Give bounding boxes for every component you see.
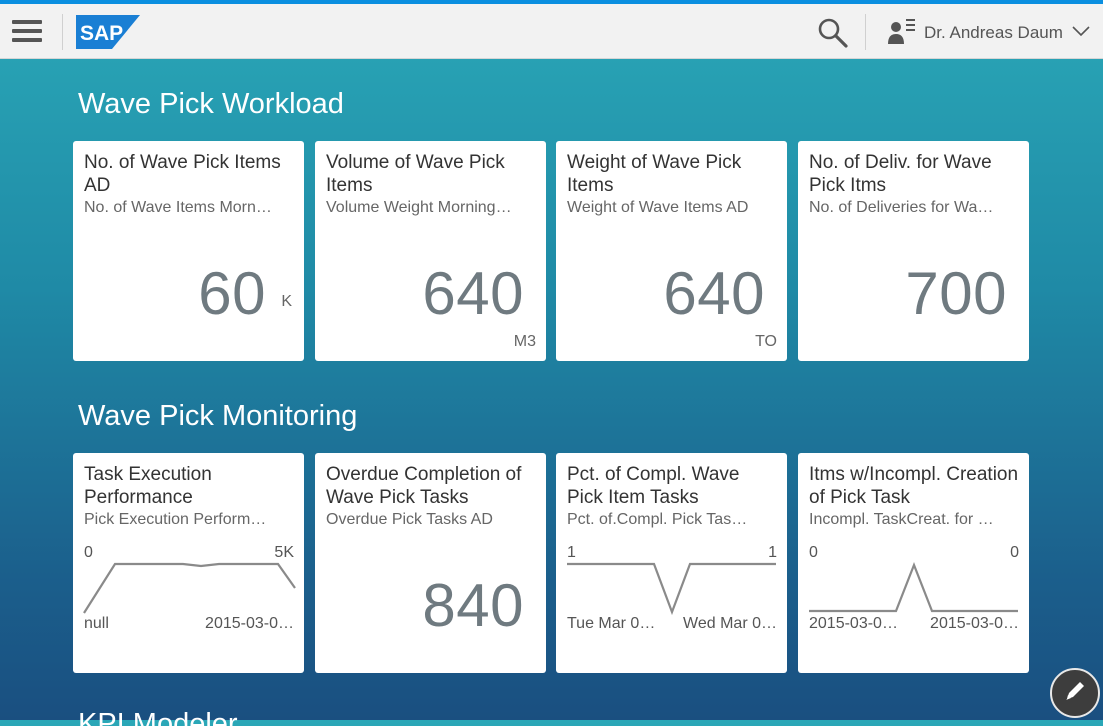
microchart-line	[567, 562, 776, 616]
tile-title: Pct. of Compl. Wave Pick Item Tasks	[567, 464, 740, 508]
shell-separator	[865, 14, 866, 50]
tile-title: No. of Deliv. for Wave Pick Itms	[809, 152, 992, 196]
chart-label-top-left: 1	[567, 544, 576, 561]
tile-title: Volume of Wave Pick Items	[326, 152, 505, 196]
tile-kpi-value: 640	[422, 260, 524, 327]
sap-logo[interactable]: SAP	[76, 15, 140, 54]
tile-kpi-value: 60	[198, 260, 266, 327]
chart-label-bottom-left: null	[84, 615, 109, 632]
microchart-line	[83, 562, 296, 614]
section-title-kpi-modeler: KPI Modeler	[78, 708, 238, 726]
tile-volume-wave-pick[interactable]: Volume of Wave Pick Items Volume Weight …	[315, 141, 546, 361]
chart-label-bottom-right: 2015-03-0…	[930, 615, 1019, 632]
tile-title: Weight of Wave Pick Items	[567, 152, 742, 196]
tile-overdue-completion[interactable]: Overdue Completion of Wave Pick Tasks Ov…	[315, 453, 546, 673]
tile-subtitle: Weight of Wave Items AD	[567, 199, 749, 216]
chart-label-bottom-right: Wed Mar 0…	[683, 615, 777, 632]
tile-title: No. of Wave Pick Items AD	[84, 152, 281, 196]
user-icon	[886, 16, 916, 51]
chart-label-top-right: 0	[1010, 544, 1019, 561]
chart-label-top-right: 1	[768, 544, 777, 561]
section-title-workload: Wave Pick Workload	[78, 88, 344, 120]
tile-subtitle: Overdue Pick Tasks AD	[326, 511, 493, 528]
section-title-monitoring: Wave Pick Monitoring	[78, 400, 358, 432]
chart-label-bottom-right: 2015-03-0…	[205, 615, 294, 632]
chevron-down-icon	[1071, 24, 1091, 43]
tile-subtitle: No. of Wave Items Morn…	[84, 199, 272, 216]
tile-kpi-value: 840	[422, 572, 524, 639]
top-accent-bar	[0, 0, 1103, 4]
chart-label-top-left: 0	[809, 544, 818, 561]
tile-subtitle: No. of Deliveries for Wa…	[809, 199, 994, 216]
tile-unit: M3	[513, 333, 536, 350]
tile-title: Overdue Completion of Wave Pick Tasks	[326, 464, 522, 508]
edit-pencil-icon	[1062, 678, 1088, 709]
tile-task-execution[interactable]: Task Execution Performance Pick Executio…	[73, 453, 304, 673]
hamburger-icon[interactable]	[12, 20, 42, 44]
tile-unit: TO	[755, 333, 777, 350]
edit-button[interactable]	[1050, 668, 1100, 718]
tile-title: Itms w/Incompl. Creation of Pick Task	[809, 464, 1019, 508]
tile-subtitle: Volume Weight Morning…	[326, 199, 512, 216]
tile-deliveries-wave-pick[interactable]: No. of Deliv. for Wave Pick Itms No. of …	[798, 141, 1029, 361]
user-menu[interactable]: Dr. Andreas Daum	[886, 18, 1091, 48]
svg-text:SAP: SAP	[80, 22, 123, 45]
shell-bar: SAP Dr. Andreas Daum	[0, 4, 1103, 59]
tile-kpi-value: 700	[905, 260, 1007, 327]
tile-incomplete-creation[interactable]: Itms w/Incompl. Creation of Pick Task In…	[798, 453, 1029, 673]
chart-label-bottom-left: Tue Mar 0…	[567, 615, 656, 632]
tile-weight-wave-pick[interactable]: Weight of Wave Pick Items Weight of Wave…	[556, 141, 787, 361]
chart-label-top-right: 5K	[274, 544, 294, 561]
chart-label-top-left: 0	[84, 544, 93, 561]
tile-title: Task Execution Performance	[84, 464, 212, 508]
tile-kpi-scale: K	[281, 293, 292, 310]
shell-separator	[62, 14, 63, 50]
user-name: Dr. Andreas Daum	[924, 23, 1063, 42]
chart-label-bottom-left: 2015-03-0…	[809, 615, 898, 632]
tile-pct-completed[interactable]: Pct. of Compl. Wave Pick Item Tasks Pct.…	[556, 453, 787, 673]
tile-wave-pick-items[interactable]: No. of Wave Pick Items AD No. of Wave It…	[73, 141, 304, 361]
microchart-line	[809, 561, 1018, 613]
search-icon[interactable]	[816, 16, 850, 50]
tile-kpi-value: 640	[663, 260, 765, 327]
